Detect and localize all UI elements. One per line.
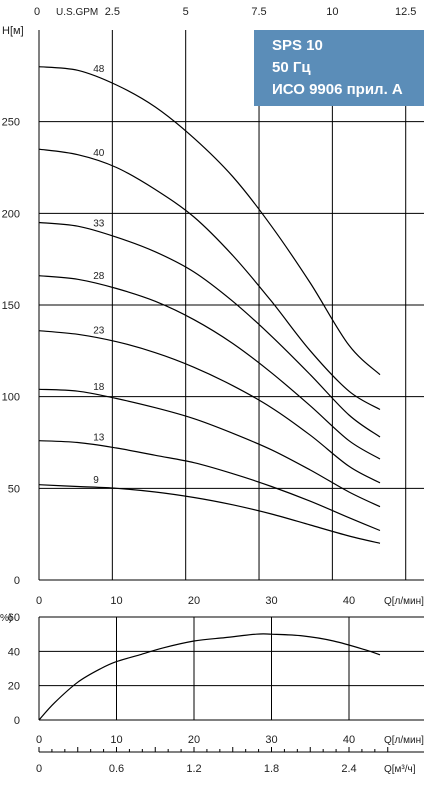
m3h-tick-label: 0 — [36, 763, 42, 775]
head-curve-33 — [38, 221, 381, 438]
head-x-tick-label: 20 — [188, 595, 200, 607]
head-y-tick-label: 50 — [8, 483, 20, 495]
curve-label-33: 33 — [93, 219, 105, 230]
badge-standard: ИСО 9906 прил. А — [272, 81, 403, 98]
head-y-tick-label: 200 — [2, 208, 20, 220]
curve-label-23: 23 — [93, 325, 105, 336]
badge-background — [254, 30, 424, 106]
badge-model: SPS 10 — [272, 37, 323, 54]
head-curve-18 — [38, 388, 381, 508]
head-x-tick-label: 10 — [110, 595, 122, 607]
model-badge: SPS 10 50 Гц ИСО 9906 прил. А — [254, 30, 424, 106]
gpm-tick-label: 7.5 — [251, 6, 266, 18]
head-curve-48 — [38, 66, 381, 376]
curve-label-40: 40 — [93, 148, 105, 159]
gpm-tick-label: 0 — [34, 6, 40, 18]
eff-y-tick-label: 0 — [14, 715, 20, 727]
head-y-axis-label: H[м] — [2, 25, 24, 37]
m3h-tick-label: 1.8 — [264, 763, 279, 775]
head-y-tick-label: 250 — [2, 117, 20, 129]
efficiency-plot: 0 20 40 60%) 0 10 20 30 40 Q[л/мин] 0 0.6 1.2 1.8 2.4 Q… — [0, 612, 424, 775]
eff-x-axis-label: Q[л/мин] — [384, 735, 424, 746]
curve-label-28: 28 — [93, 271, 105, 282]
head-x-tick-label: 40 — [343, 595, 355, 607]
eff-y-tick-label: 60 — [8, 612, 20, 624]
curve-label-18: 18 — [93, 382, 105, 393]
head-plot: 0 2.5 5 7.5 10 12.5U.S.GPM050100150200250H[м]… — [2, 6, 425, 607]
head-y-tick-label: 150 — [2, 300, 20, 312]
gpm-tick-label: 10 — [326, 6, 338, 18]
gpm-tick-label: 12.5 — [395, 6, 416, 18]
m3h-tick-label: 2.4 — [341, 763, 356, 775]
eff-x-tick-label: 40 — [343, 734, 355, 746]
gpm-axis-label: U.S.GPM — [56, 7, 98, 18]
head-y-tick-label: 0 — [14, 575, 20, 587]
head-curve-9 — [38, 484, 381, 544]
head-y-tick-label: 100 — [2, 392, 20, 404]
efficiency-curve — [38, 633, 381, 721]
curve-label-48: 48 — [93, 64, 105, 75]
eff-x-tick-label: 10 — [110, 734, 122, 746]
head-curve-40 — [38, 148, 381, 411]
head-curve-23 — [38, 330, 381, 484]
m3h-axis-label: Q[м³/ч] — [384, 764, 416, 775]
gpm-tick-label: 5 — [183, 6, 189, 18]
badge-frequency: 50 Гц — [272, 59, 311, 76]
curve-label-13: 13 — [93, 433, 105, 444]
head-x-tick-label: 30 — [265, 595, 277, 607]
head-x-tick-label: 0 — [36, 595, 42, 607]
eff-y-axis-label: %) — [0, 613, 12, 624]
eff-x-tick-label: 0 — [36, 734, 42, 746]
m3h-tick-label: 0.6 — [109, 763, 124, 775]
gpm-tick-label: 2.5 — [105, 6, 120, 18]
eff-x-tick-label: 30 — [265, 734, 277, 746]
m3h-tick-label: 1.2 — [186, 763, 201, 775]
eff-x-tick-label: 20 — [188, 734, 200, 746]
head-x-axis-label: Q[л/мин] — [384, 596, 424, 607]
eff-y-tick-label: 20 — [8, 681, 20, 693]
head-curve-28 — [38, 275, 381, 460]
curve-label-9: 9 — [93, 475, 99, 486]
head-curve-13 — [38, 440, 381, 532]
eff-y-tick-label: 40 — [8, 646, 20, 658]
